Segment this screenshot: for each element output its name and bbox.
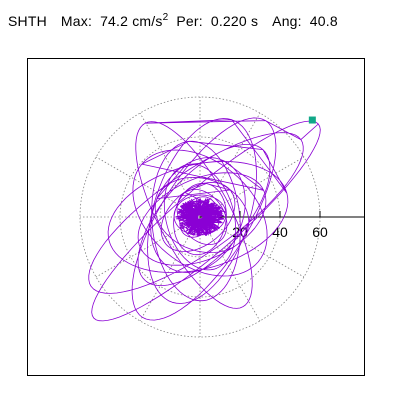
max-value: 74.2 [100, 13, 129, 29]
period-value: 0.220 s [210, 13, 259, 29]
radial-tick-label-60: 60 [312, 224, 328, 240]
angle-value: 40.8 [309, 13, 338, 29]
period-label: Per: [176, 13, 203, 29]
peak-marker-layer [308, 116, 316, 124]
max-label: Max: [60, 13, 93, 29]
radial-tick-label-40: 40 [272, 224, 288, 240]
grid-spoke-240 [139, 216, 201, 322]
motion-trace-path [88, 117, 321, 322]
grid-spoke-210 [95, 216, 201, 278]
grid-spoke-150 [95, 156, 201, 218]
plot-header: SHTH Max: 74.2 cm/s2 Per: 0.220 s Ang: 40.8 [8, 12, 338, 30]
radial-axis: 20 40 60 [200, 211, 364, 240]
motion-trace [88, 117, 321, 322]
grid-spoke-330 [199, 216, 305, 278]
peak-marker [308, 116, 316, 124]
plot-frame: 20 40 60 [27, 58, 365, 376]
grid-spoke-30 [199, 156, 305, 218]
grid-spoke-300 [199, 216, 261, 322]
max-unit-exponent: 2 [162, 12, 169, 23]
max-unit: cm/s [132, 13, 163, 29]
angle-label: Ang: [272, 13, 302, 29]
station-code: SHTH [8, 13, 47, 29]
particle-motion-plot: 20 40 60 [79, 96, 364, 338]
